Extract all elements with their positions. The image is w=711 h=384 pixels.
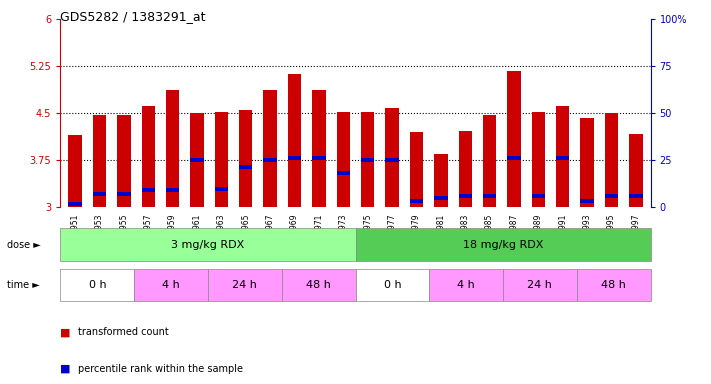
Text: 48 h: 48 h — [602, 280, 626, 290]
Bar — [208, 269, 282, 301]
Bar — [556, 156, 570, 161]
Bar — [92, 115, 106, 207]
Bar — [264, 158, 277, 162]
Text: 0 h: 0 h — [88, 280, 106, 290]
Bar — [117, 114, 131, 207]
Bar — [288, 74, 301, 207]
Text: 4 h: 4 h — [457, 280, 475, 290]
Bar — [356, 228, 651, 261]
Text: time ►: time ► — [7, 280, 40, 290]
Bar — [336, 171, 350, 175]
Text: GDS5282 / 1383291_at: GDS5282 / 1383291_at — [60, 10, 206, 23]
Text: transformed count: transformed count — [78, 327, 169, 337]
Bar — [312, 156, 326, 161]
Text: dose ►: dose ► — [7, 240, 41, 250]
Bar — [239, 110, 252, 207]
Bar — [141, 106, 155, 207]
Bar — [385, 108, 399, 207]
Bar — [385, 158, 399, 162]
Text: ■: ■ — [60, 364, 71, 374]
Text: percentile rank within the sample: percentile rank within the sample — [78, 364, 243, 374]
Bar — [556, 106, 570, 207]
Bar — [361, 112, 375, 207]
Bar — [434, 154, 447, 207]
Text: 24 h: 24 h — [528, 280, 552, 290]
Bar — [629, 134, 643, 207]
Bar — [508, 156, 520, 161]
Text: 3 mg/kg RDX: 3 mg/kg RDX — [171, 240, 245, 250]
Text: 4 h: 4 h — [162, 280, 180, 290]
Bar — [483, 194, 496, 198]
Bar — [141, 188, 155, 192]
Bar — [410, 199, 423, 203]
Bar — [356, 269, 429, 301]
Bar — [191, 113, 203, 207]
Bar — [580, 199, 594, 203]
Bar — [92, 192, 106, 195]
Bar — [215, 187, 228, 190]
Bar — [605, 113, 619, 207]
Bar — [68, 135, 82, 207]
Bar — [459, 194, 472, 198]
Bar — [429, 269, 503, 301]
Bar — [166, 90, 179, 207]
Bar — [117, 192, 131, 195]
Text: ■: ■ — [60, 327, 71, 337]
Bar — [361, 158, 375, 162]
Bar — [508, 71, 520, 207]
Bar — [503, 269, 577, 301]
Bar — [134, 269, 208, 301]
Bar — [215, 112, 228, 207]
Bar — [459, 131, 472, 207]
Bar — [166, 188, 179, 192]
Bar — [60, 269, 134, 301]
Bar — [336, 112, 350, 207]
Bar — [68, 202, 82, 206]
Bar — [312, 90, 326, 207]
Bar — [483, 114, 496, 207]
Bar — [191, 158, 203, 162]
Bar — [282, 269, 356, 301]
Bar — [577, 269, 651, 301]
Bar — [580, 118, 594, 207]
Text: 48 h: 48 h — [306, 280, 331, 290]
Bar — [239, 165, 252, 169]
Bar — [60, 228, 356, 261]
Bar — [410, 132, 423, 207]
Bar — [605, 194, 619, 198]
Bar — [264, 90, 277, 207]
Bar — [532, 194, 545, 198]
Text: 0 h: 0 h — [383, 280, 401, 290]
Text: 18 mg/kg RDX: 18 mg/kg RDX — [463, 240, 543, 250]
Bar — [288, 156, 301, 161]
Bar — [629, 194, 643, 198]
Text: 24 h: 24 h — [232, 280, 257, 290]
Bar — [532, 112, 545, 207]
Bar — [434, 196, 447, 200]
